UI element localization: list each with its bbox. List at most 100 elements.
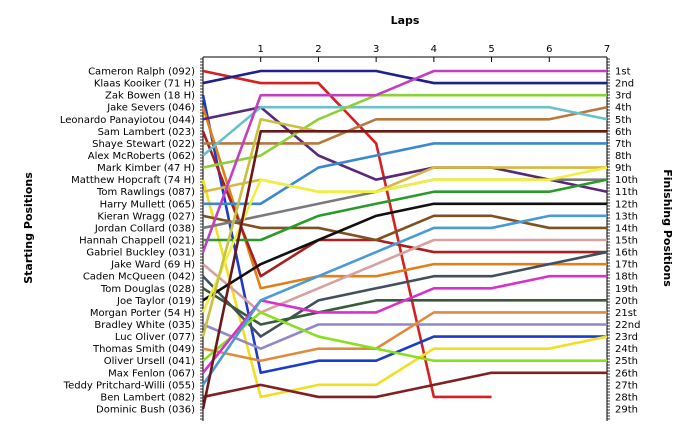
position-label: 9th [615, 163, 632, 174]
driver-label: Jordan Collard (038) [94, 223, 195, 234]
driver-label: Ben Lambert (082) [100, 392, 195, 403]
driver-label: Harry Mullett (065) [100, 199, 195, 210]
driver-label: Tom Rawlings (087) [96, 187, 195, 198]
driver-label: Dominic Bush (036) [96, 405, 195, 416]
lap-tick-label: 3 [373, 44, 379, 55]
driver-label: Mark Kimber (47 H) [97, 163, 195, 174]
position-label: 22nd [615, 320, 640, 331]
driver-trace [202, 311, 607, 363]
position-label: 23rd [615, 332, 638, 343]
driver-trace [202, 238, 607, 314]
driver-label: Shaye Stewart (022) [92, 139, 195, 150]
driver-label: Matthew Hopcraft (74 H) [71, 175, 195, 186]
lap-tick-label: 2 [315, 44, 321, 55]
position-label: 21st [615, 308, 637, 319]
driver-label: Caden McQueen (042) [83, 272, 195, 283]
position-label: 8th [615, 151, 632, 162]
position-label: 11th [615, 187, 638, 198]
finishing-position-labels: 1st2nd3rd4th5th6th7th8th9th10th11th12th1… [615, 67, 640, 416]
driver-trace [201, 179, 608, 399]
driver-trace [202, 105, 608, 157]
position-label: 5th [615, 115, 632, 126]
position-label: 18th [615, 272, 638, 283]
driver-label: Morgan Porter (54 H) [90, 308, 195, 319]
x-axis-title: Laps [391, 14, 420, 27]
lap-tick-label: 7 [604, 44, 610, 55]
driver-label: Gabriel Buckley (031) [86, 248, 195, 259]
position-label: 6th [615, 127, 632, 138]
driver-trace [201, 130, 607, 410]
driver-trace [202, 371, 607, 399]
driver-trace [202, 69, 607, 85]
driver-trace [202, 93, 607, 169]
driver-label: Hannah Chappell (021) [79, 236, 195, 247]
traces [201, 69, 608, 410]
driver-label: Luc Oliver (077) [115, 332, 195, 343]
driver-label: Thomas Smith (049) [92, 344, 195, 355]
driver-label: Zak Bowen (18 H) [105, 91, 195, 102]
driver-label: Jake Ward (69 H) [110, 260, 195, 271]
driver-trace [201, 130, 607, 278]
position-label: 27th [615, 380, 638, 391]
position-label: 3rd [615, 91, 632, 102]
driver-label: Cameron Ralph (092) [88, 67, 195, 78]
driver-trace [201, 94, 607, 375]
driver-label: Jake Severs (046) [106, 103, 195, 114]
driver-trace [202, 105, 608, 193]
driver-label: Leonardo Panayiotou (044) [60, 115, 195, 126]
lap-tick-label: 6 [546, 44, 552, 55]
position-label: 20th [615, 296, 638, 307]
driver-trace [203, 178, 608, 242]
driver-trace [203, 142, 607, 206]
driver-trace [202, 287, 607, 326]
driver-trace [202, 69, 492, 399]
position-label: 7th [615, 139, 632, 150]
driver-trace [202, 323, 607, 350]
driver-trace [202, 311, 607, 363]
position-label: 28th [615, 392, 638, 403]
position-label: 17th [615, 260, 638, 271]
driver-label: Alex McRoberts (062) [88, 151, 195, 162]
position-label: 14th [615, 223, 638, 234]
lap-tick-label: 4 [431, 44, 437, 55]
driver-label: Joe Taylor (019) [116, 296, 195, 307]
position-label: 10th [615, 175, 638, 186]
driver-trace [202, 250, 608, 338]
position-label: 13th [615, 211, 638, 222]
starting-position-labels: Cameron Ralph (092)Klaas Kooiker (71 H)Z… [60, 67, 195, 416]
position-label: 25th [615, 356, 638, 367]
driver-trace [201, 106, 607, 290]
lap-tick-label: 5 [488, 44, 494, 55]
position-label: 12th [615, 199, 638, 210]
y-axis-title-right: Finishing Positions [661, 169, 674, 287]
driver-label: Oliver Ursell (041) [104, 356, 195, 367]
driver-trace [203, 105, 608, 145]
driver-label: Kieran Wragg (027) [97, 211, 195, 222]
position-label: 16th [615, 248, 638, 259]
axes [200, 56, 610, 421]
driver-trace [202, 202, 607, 302]
position-label: 15th [615, 236, 638, 247]
driver-trace [201, 274, 607, 374]
driver-label: Teddy Pritchard-Willi (055) [63, 380, 195, 391]
position-label: 4th [615, 103, 632, 114]
position-label: 2nd [615, 79, 634, 90]
lap-ticks: 1 2 3 4 5 6 7 [258, 44, 610, 62]
lap-tick-label: 1 [258, 44, 264, 55]
position-label: 29th [615, 405, 638, 416]
position-label: 1st [615, 67, 631, 78]
driver-trace [201, 69, 607, 253]
position-label: 24th [615, 344, 638, 355]
driver-trace [201, 214, 607, 386]
y-axis-title-left: Starting Positions [22, 172, 35, 284]
position-label: 19th [615, 284, 638, 295]
driver-label: Max Fenlon (067) [108, 368, 195, 379]
driver-trace [202, 214, 607, 242]
driver-label: Tom Douglas (028) [100, 284, 195, 295]
driver-trace [201, 166, 608, 313]
position-label: 26th [615, 368, 638, 379]
driver-label: Sam Lambert (023) [98, 127, 196, 138]
driver-label: Klaas Kooiker (71 H) [94, 79, 195, 90]
driver-label: Bradley White (035) [94, 320, 195, 331]
